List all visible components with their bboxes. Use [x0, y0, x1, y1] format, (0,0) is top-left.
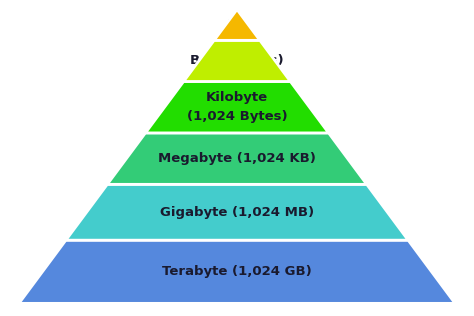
- Text: (1,024 Bytes): (1,024 Bytes): [187, 110, 287, 123]
- Polygon shape: [19, 240, 455, 303]
- Polygon shape: [214, 9, 260, 40]
- Polygon shape: [66, 184, 408, 240]
- Text: Gigabyte (1,024 MB): Gigabyte (1,024 MB): [160, 206, 314, 219]
- Polygon shape: [146, 82, 328, 133]
- Text: Megabyte (1,024 KB): Megabyte (1,024 KB): [158, 152, 316, 165]
- Polygon shape: [107, 133, 367, 184]
- Text: Kilobyte: Kilobyte: [206, 91, 268, 104]
- Text: Terabyte (1,024 GB): Terabyte (1,024 GB): [162, 265, 312, 278]
- Text: Bit: Bit: [227, 18, 247, 31]
- Polygon shape: [183, 40, 291, 82]
- Text: Byte (8 Bits): Byte (8 Bits): [190, 54, 284, 67]
